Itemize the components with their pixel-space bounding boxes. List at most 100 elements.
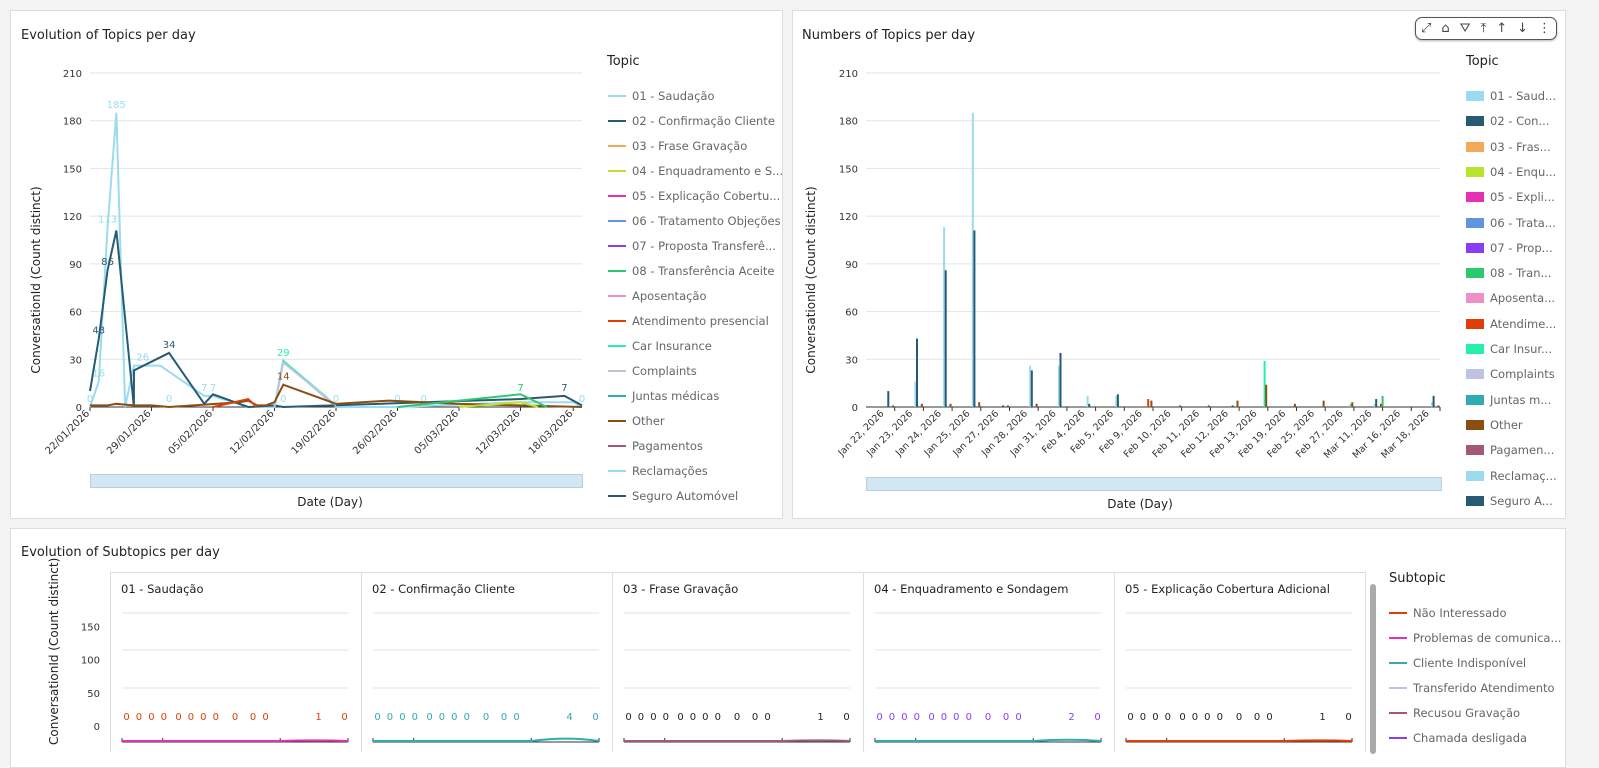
legend-item[interactable]: Complaints: [608, 364, 697, 378]
legend-swatch: [1466, 470, 1484, 481]
legend-item[interactable]: Transferido Atendimento: [1389, 681, 1555, 695]
legend-item[interactable]: Complaints: [1466, 367, 1555, 381]
legend-label: Problemas de comunica...: [1413, 631, 1562, 645]
legend-item[interactable]: Recusou Gravação: [1389, 706, 1520, 720]
legend-label: Other: [632, 414, 665, 428]
legend-item[interactable]: 01 - Saud...: [1466, 89, 1556, 103]
legend-swatch: [1466, 91, 1484, 101]
legend-item[interactable]: 06 - Tratamento Objeções: [608, 214, 781, 228]
legend-item[interactable]: Seguro A...: [1466, 494, 1553, 508]
legend-item[interactable]: 07 - Proposta Transferê...: [608, 239, 776, 253]
legend-item[interactable]: Juntas m...: [1466, 393, 1551, 407]
legend-label: Não Interessado: [1413, 606, 1507, 620]
legend-item[interactable]: Não Interessado: [1389, 606, 1507, 620]
legend-item[interactable]: Other: [1466, 418, 1523, 432]
legend-item[interactable]: Reclamaç...: [1466, 469, 1557, 483]
legend-item[interactable]: Car Insurance: [608, 339, 712, 353]
legend-item[interactable]: 08 - Transferência Aceite: [608, 264, 775, 278]
subtopic-panel: 03 - Frase Gravação: [612, 572, 864, 752]
legend-item[interactable]: Atendimento presencial: [608, 314, 769, 328]
legend-label: 08 - Tran...: [1490, 266, 1552, 281]
legend-label: 06 - Tratamento Objeções: [632, 214, 781, 228]
legend-swatch: [1466, 419, 1484, 430]
legend-item[interactable]: 08 - Tran...: [1466, 266, 1551, 280]
legend-item[interactable]: 07 - Prop...: [1466, 241, 1553, 255]
subtopic-panel-title: 04 - Enquadramento e Sondagem: [874, 582, 1069, 596]
legend-item[interactable]: Pagamentos: [608, 439, 703, 453]
legend-item[interactable]: Chamada desligada: [1389, 731, 1527, 745]
legend-label: Pagamen...: [1490, 443, 1555, 458]
legend-swatch: [1466, 369, 1484, 380]
legend-swatch: [608, 320, 626, 322]
legend-item[interactable]: Problemas de comunica...: [1389, 631, 1561, 645]
legend-swatch: [1466, 318, 1484, 329]
down-arrow-icon[interactable]: ↓: [1517, 21, 1528, 36]
legend-swatch: [1389, 712, 1407, 714]
legend-label: Seguro Automóvel: [632, 489, 739, 503]
legend-swatch: [1466, 268, 1484, 279]
legend-swatch: [1466, 166, 1484, 177]
legend-item[interactable]: Cliente Indisponível: [1389, 656, 1526, 670]
legend-label: Car Insurance: [632, 339, 712, 353]
legend-label: 05 - Expli...: [1490, 190, 1555, 205]
legend-item[interactable]: Aposentação: [608, 289, 707, 303]
up-arrow-icon[interactable]: ↑: [1496, 21, 1508, 36]
legend-item[interactable]: Pagamen...: [1466, 443, 1554, 457]
legend-item[interactable]: 02 - Confirmação Cliente: [608, 114, 775, 128]
legend-item[interactable]: 02 - Con...: [1466, 114, 1549, 128]
legend-swatch: [1466, 217, 1484, 228]
legend-label: 05 - Explicação Cobertu...: [632, 189, 781, 203]
panel-title: Evolution of Topics per day: [21, 28, 196, 43]
legend-label: 07 - Proposta Transferê...: [632, 239, 776, 253]
panel-title: Numbers of Topics per day: [802, 28, 976, 43]
legend-label: Seguro A...: [1490, 493, 1553, 508]
visual-toolbar: ⤢ ⌂ ⛛ ⤒ ↑ ↓ ⋮: [1415, 17, 1557, 40]
legend-label: Atendimento presencial: [632, 314, 769, 328]
legend-label: Reclamações: [632, 464, 708, 478]
legend-label: 08 - Transferência Aceite: [632, 264, 775, 278]
legend-label: Pagamentos: [632, 439, 703, 453]
legend-item[interactable]: Other: [608, 414, 665, 428]
subtopic-panel: 05 - Explicação Cobertura Adicional: [1114, 572, 1366, 752]
legend-item[interactable]: 03 - Frase Gravação: [608, 139, 747, 153]
scroll-top-icon[interactable]: ⤒: [1480, 21, 1487, 36]
legend-scrollbar[interactable]: [1370, 584, 1376, 754]
legend-item[interactable]: 03 - Fras...: [1466, 140, 1551, 154]
panel-title: Evolution of Subtopics per day: [21, 545, 220, 560]
legend-label: 03 - Frase Gravação: [632, 139, 748, 153]
legend-swatch: [1466, 394, 1484, 405]
legend-label: 04 - Enqu...: [1490, 164, 1557, 179]
home-icon[interactable]: ⌂: [1441, 21, 1450, 36]
legend-item[interactable]: Seguro Automóvel: [608, 489, 738, 503]
legend-swatch: [1466, 344, 1484, 354]
legend-item[interactable]: Atendime...: [1466, 317, 1556, 331]
expand-icon[interactable]: ⤢: [1420, 21, 1432, 36]
legend-item[interactable]: Aposenta...: [1466, 291, 1555, 305]
legend-swatch: [608, 295, 626, 297]
legend-label: Chamada desligada: [1413, 731, 1528, 745]
range-slider[interactable]: [90, 474, 583, 488]
range-slider[interactable]: [866, 477, 1442, 491]
legend-swatch: [1466, 242, 1484, 253]
subtopic-panel-title: 03 - Frase Gravação: [623, 582, 739, 596]
legend-item[interactable]: 05 - Expli...: [1466, 190, 1555, 204]
legend-swatch: [608, 145, 626, 147]
legend-swatch: [608, 95, 626, 97]
legend-item[interactable]: Juntas médicas: [608, 389, 719, 403]
filter-icon[interactable]: ⛛: [1459, 21, 1471, 36]
legend-swatch: [1466, 495, 1484, 506]
legend-label: Other: [1490, 417, 1523, 432]
legend-item[interactable]: 01 - Saudação: [608, 89, 714, 103]
legend-swatch: [1466, 445, 1484, 456]
legend-item[interactable]: Reclamações: [608, 464, 708, 478]
more-icon[interactable]: ⋮: [1537, 21, 1551, 36]
legend-item[interactable]: 06 - Trata...: [1466, 216, 1556, 230]
legend-item[interactable]: 05 - Explicação Cobertu...: [608, 189, 780, 203]
legend-label: 06 - Trata...: [1490, 215, 1556, 230]
legend-item[interactable]: Car Insur...: [1466, 342, 1552, 356]
subtopic-panel-title: 02 - Confirmação Cliente: [372, 582, 515, 596]
legend-item[interactable]: 04 - Enqu...: [1466, 165, 1556, 179]
legend-item[interactable]: 04 - Enquadramento e S...: [608, 164, 783, 178]
legend-label: 04 - Enquadramento e S...: [632, 164, 784, 178]
legend-label: Complaints: [632, 364, 697, 378]
